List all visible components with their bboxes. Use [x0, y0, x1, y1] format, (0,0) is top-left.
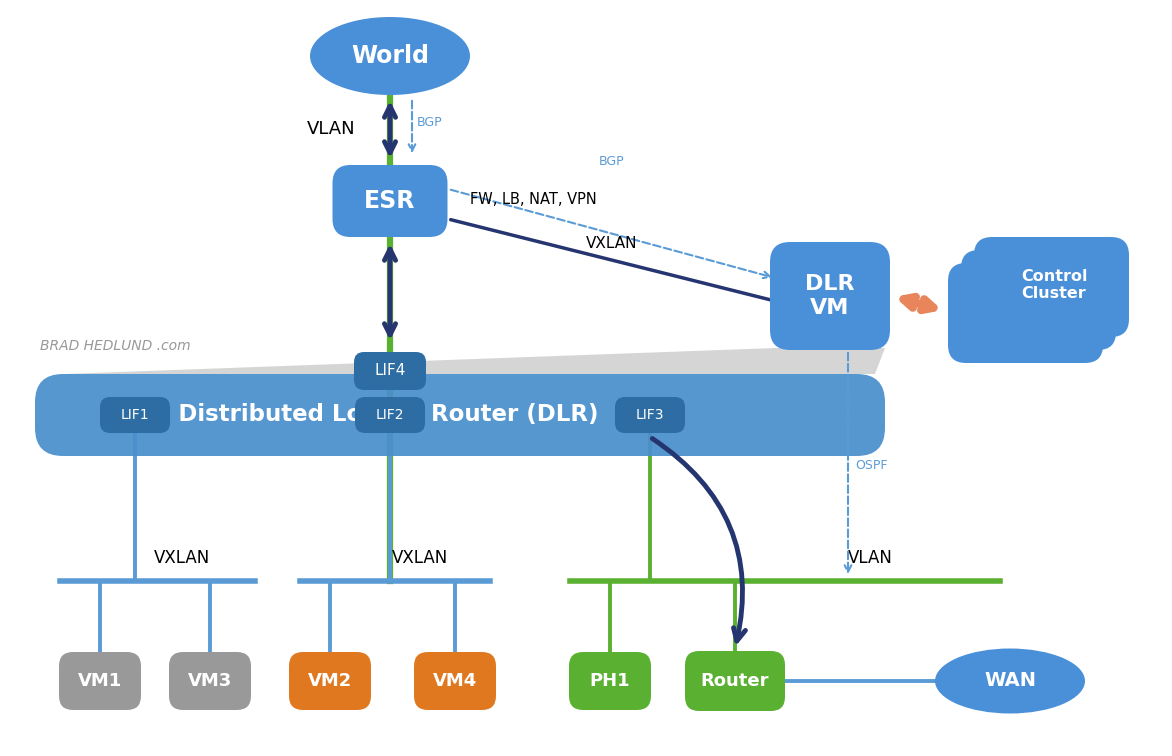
Text: LIF2: LIF2: [376, 408, 404, 422]
Text: VM4: VM4: [432, 672, 477, 690]
Text: BGP: BGP: [599, 155, 625, 168]
Text: VXLAN: VXLAN: [391, 549, 448, 567]
Text: VLAN: VLAN: [306, 120, 355, 138]
Text: VXLAN: VXLAN: [155, 549, 211, 567]
FancyBboxPatch shape: [770, 242, 890, 350]
FancyBboxPatch shape: [355, 397, 425, 433]
Text: LIF3: LIF3: [635, 408, 665, 422]
FancyBboxPatch shape: [615, 397, 684, 433]
Text: FW, LB, NAT, VPN: FW, LB, NAT, VPN: [470, 191, 597, 206]
Text: WAN: WAN: [984, 671, 1036, 690]
Polygon shape: [64, 348, 885, 374]
FancyBboxPatch shape: [961, 250, 1116, 350]
Text: VM2: VM2: [308, 672, 352, 690]
FancyBboxPatch shape: [333, 165, 448, 237]
FancyBboxPatch shape: [414, 652, 496, 710]
Text: VM3: VM3: [188, 672, 232, 690]
FancyBboxPatch shape: [35, 374, 885, 456]
Text: VXLAN: VXLAN: [586, 236, 638, 251]
Text: LIF4: LIF4: [374, 364, 406, 379]
Text: ESR: ESR: [364, 189, 416, 213]
FancyBboxPatch shape: [354, 352, 425, 390]
Text: DLR
VM: DLR VM: [805, 274, 854, 318]
Text: Control
Cluster: Control Cluster: [1021, 269, 1088, 301]
Text: World: World: [350, 44, 429, 68]
Text: BRAD HEDLUND .com: BRAD HEDLUND .com: [40, 339, 191, 353]
FancyBboxPatch shape: [948, 263, 1103, 363]
Ellipse shape: [935, 649, 1085, 714]
FancyBboxPatch shape: [169, 652, 251, 710]
FancyBboxPatch shape: [684, 651, 785, 711]
Text: NSX Distributed Logical Router (DLR): NSX Distributed Logical Router (DLR): [117, 404, 599, 426]
Text: PH1: PH1: [590, 672, 631, 690]
FancyBboxPatch shape: [289, 652, 372, 710]
FancyBboxPatch shape: [100, 397, 170, 433]
FancyBboxPatch shape: [568, 652, 650, 710]
Text: LIF1: LIF1: [121, 408, 149, 422]
Text: Router: Router: [701, 672, 769, 690]
Text: VLAN: VLAN: [847, 549, 892, 567]
Text: VM1: VM1: [77, 672, 122, 690]
FancyBboxPatch shape: [974, 237, 1129, 337]
Text: OSPF: OSPF: [856, 459, 887, 472]
Ellipse shape: [311, 17, 470, 95]
Text: BGP: BGP: [417, 116, 443, 129]
FancyBboxPatch shape: [59, 652, 141, 710]
